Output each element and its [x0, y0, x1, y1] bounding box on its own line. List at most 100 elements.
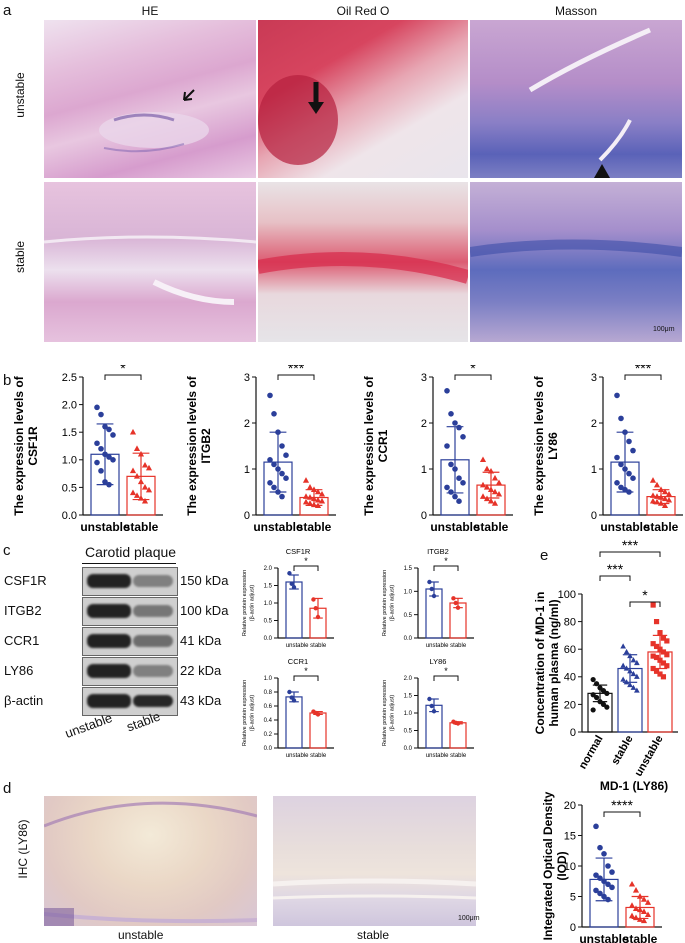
data-point-unstable: [283, 475, 289, 481]
y-tick-label: 5: [570, 891, 576, 903]
data-point-stable: [627, 668, 633, 674]
y-axis-label: Relative protein expression: [382, 680, 388, 746]
bar-stable: [449, 722, 467, 749]
quant-plot-csf1r: 0.0 0.5 1.0 1.5 2.0 Relative protein expressi…: [242, 547, 334, 649]
data-point-stable: [141, 484, 149, 490]
data-point-unstable: [429, 586, 434, 592]
data-point-stable: [491, 500, 499, 506]
blot-label-csf1r: CSF1R: [4, 573, 47, 588]
ihc-micrograph-stable: [273, 796, 476, 926]
data-point-unstable: [271, 461, 277, 468]
significance-bracket: [433, 675, 459, 681]
data-point-unstable: [618, 461, 624, 468]
significance-bracket: [454, 374, 492, 380]
y-tick-label: 0.5: [264, 619, 273, 625]
y-tick-label: 2.0: [404, 676, 413, 682]
y-tick-label: 1.5: [264, 584, 273, 590]
data-point-unstable: [605, 896, 611, 903]
significance-label: ****: [611, 797, 633, 813]
data-point-unstable: [456, 498, 462, 504]
y-axis-label: ITGB2: [199, 428, 213, 464]
data-point-unstable: [452, 420, 458, 426]
panel-b-letter: b: [3, 372, 12, 389]
y-tick-label: 80: [564, 616, 576, 628]
significance-label: *: [444, 666, 448, 676]
data-point-unstable: [452, 493, 458, 500]
y-axis-label: The expression levels of: [532, 375, 546, 515]
ihc-caption-unstable: unstable: [118, 928, 164, 942]
band-stable: [133, 575, 173, 587]
data-point-stable: [620, 662, 627, 668]
data-point-unstable: [650, 665, 656, 672]
y-axis-label: Concentration of MD-1 in: [533, 592, 547, 735]
data-point-stable: [649, 497, 657, 504]
data-point-unstable: [460, 434, 466, 440]
data-point-stable: [310, 486, 318, 492]
data-point-unstable: [279, 470, 285, 477]
y-tick-label: 2.0: [264, 566, 273, 572]
data-point-unstable: [605, 863, 611, 869]
data-point-stable: [644, 911, 652, 918]
data-point-stable: [661, 488, 669, 495]
x-tick-labels: unstable stable: [286, 643, 327, 649]
data-point-unstable: [660, 660, 667, 666]
data-point-unstable: [660, 674, 667, 680]
significance-label: *: [304, 556, 308, 566]
data-point-unstable: [106, 454, 112, 460]
significance-label: *: [304, 666, 308, 676]
data-point-unstable: [106, 481, 112, 488]
y-axis-label: Relative protein expression: [242, 680, 248, 746]
data-point-unstable: [98, 445, 104, 452]
blot-kda-csf1r: 150 kDa: [180, 573, 229, 588]
data-point-stable: [628, 912, 636, 919]
data-point-unstable: [618, 415, 624, 422]
blot-label-ccr1: CCR1: [4, 633, 40, 648]
data-point-unstable: [283, 452, 289, 458]
ihc-row-label: IHC (LY86): [16, 819, 30, 879]
data-point-unstable: [614, 480, 620, 486]
y-tick-label: 2: [421, 418, 427, 430]
data-point-unstable: [448, 489, 454, 495]
blot-label-ly86: LY86: [4, 663, 34, 678]
data-point-unstable: [267, 480, 273, 486]
y-tick-label: 15: [564, 830, 576, 842]
data-point-stable: [653, 498, 661, 505]
data-point-unstable: [653, 643, 660, 650]
y-tick-label: 0.0: [264, 636, 273, 642]
significance-label: *: [642, 587, 648, 603]
y-tick-label: 1.0: [264, 676, 273, 682]
significance-bracket: [599, 575, 631, 581]
data-point-stable: [137, 495, 145, 501]
data-point-stable: [620, 643, 627, 649]
data-point-stable: [145, 486, 153, 493]
data-point-unstable: [98, 468, 104, 474]
data-point-unstable: [664, 638, 670, 644]
y-tick-label: 1: [591, 464, 597, 476]
data-point-stable: [636, 906, 644, 913]
band-unstable: [87, 664, 131, 678]
x-tick-label: stable: [297, 520, 332, 534]
y-tick-label: 0.5: [404, 729, 413, 735]
data-point-normal: [604, 704, 610, 710]
significance-label: ***: [635, 365, 652, 376]
y-axis-label: The expression levels of: [362, 375, 376, 515]
data-point-stable: [633, 659, 640, 666]
data-point-stable: [657, 486, 665, 492]
y-axis-label: (β-actin adjust): [390, 695, 396, 732]
data-point-unstable: [593, 872, 599, 878]
data-point-stable: [649, 492, 657, 498]
bar-stable: [309, 712, 327, 749]
y-tick-label: 0.8: [264, 690, 273, 696]
data-point-unstable: [431, 709, 437, 714]
data-point-unstable: [653, 668, 660, 674]
data-point-unstable: [650, 602, 656, 608]
row-label-stable: stable: [13, 240, 27, 274]
data-point-normal: [604, 690, 610, 696]
data-point-stable: [627, 681, 633, 688]
y-tick-label: 0: [591, 510, 597, 522]
data-point-stable: [487, 467, 495, 474]
data-point-unstable: [597, 844, 603, 851]
y-tick-label: 100: [558, 589, 576, 601]
panel-c-quant-charts: 0.0 0.5 1.0 1.5 2.0 Relative protein expressi…: [242, 547, 474, 759]
y-tick-label: 1.0: [62, 455, 77, 467]
